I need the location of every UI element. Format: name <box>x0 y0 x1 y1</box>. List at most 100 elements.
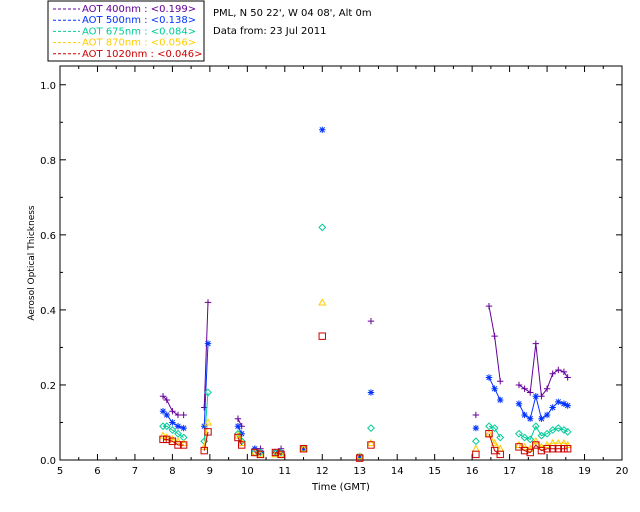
data-point <box>555 398 562 406</box>
data-point <box>472 424 480 432</box>
x-tick-label: 12 <box>316 466 329 477</box>
data-point <box>300 445 307 452</box>
y-tick-label: 0.0 <box>40 456 56 467</box>
data-point <box>560 368 568 376</box>
data-point <box>564 374 571 381</box>
y-tick-label: 0.6 <box>40 231 56 242</box>
data-point <box>560 426 568 434</box>
x-tick-label: 19 <box>578 466 591 477</box>
data-point <box>234 423 242 430</box>
x-tick-label: 16 <box>466 466 479 477</box>
data-point <box>543 411 551 419</box>
data-point <box>204 299 212 306</box>
data-point <box>532 393 540 400</box>
data-point <box>490 446 499 455</box>
x-tick-label: 6 <box>94 466 100 477</box>
data-point <box>367 424 375 433</box>
data-point <box>515 381 523 389</box>
data-point <box>204 340 212 347</box>
data-point <box>526 444 535 452</box>
x-tick-label: 5 <box>57 466 63 477</box>
data-point <box>367 317 375 325</box>
data-point <box>168 437 177 445</box>
y-axis-label: Aerosol Optical Thickness <box>27 205 37 321</box>
legend: AOT 400nm : <0.199>AOT 500nm : <0.138>AO… <box>47 0 205 62</box>
data-point <box>548 445 557 453</box>
data-point <box>543 429 551 438</box>
data-point <box>257 449 264 456</box>
data-point <box>159 408 167 415</box>
data-point <box>174 441 182 449</box>
data-point <box>491 332 498 340</box>
series-4 <box>158 298 572 460</box>
data-point <box>496 433 505 442</box>
data-point <box>515 443 523 451</box>
data-point <box>204 428 212 436</box>
series-line <box>203 302 209 408</box>
data-point <box>563 445 572 453</box>
data-point <box>203 418 213 426</box>
data-point <box>563 427 572 436</box>
data-point <box>537 442 546 450</box>
data-point <box>163 396 170 404</box>
series-3 <box>159 223 572 461</box>
data-point <box>234 433 242 442</box>
data-point <box>318 223 327 232</box>
data-point <box>179 441 188 449</box>
data-point <box>179 438 188 447</box>
data-point <box>318 332 326 340</box>
x-tick-label: 15 <box>428 466 441 477</box>
data-point <box>299 444 308 452</box>
data-point <box>472 450 480 459</box>
series-line <box>488 433 501 455</box>
x-tick-label: 7 <box>132 466 138 477</box>
data-point <box>159 435 167 444</box>
data-point <box>491 385 498 392</box>
data-point <box>564 402 571 409</box>
data-point <box>162 433 171 441</box>
data-point <box>277 450 285 459</box>
x-tick-label: 17 <box>503 466 516 477</box>
data-point <box>204 388 212 397</box>
y-tick-label: 0.2 <box>40 381 56 392</box>
data-point <box>367 441 375 449</box>
data-point <box>234 415 242 422</box>
data-point <box>527 389 534 396</box>
data-point <box>537 446 546 455</box>
data-point <box>526 448 534 457</box>
data-point <box>238 441 246 449</box>
x-tick-label: 9 <box>207 466 213 477</box>
legend-entry: AOT 1020nm : <0.046> <box>82 49 202 60</box>
data-point <box>563 440 572 449</box>
data-point <box>521 411 528 419</box>
data-point <box>520 442 529 450</box>
data-point <box>256 450 265 459</box>
data-point <box>554 424 563 433</box>
date-label: Data from: 23 Jul 2011 <box>213 26 326 37</box>
data-point <box>555 366 562 374</box>
data-point <box>531 437 540 445</box>
data-point <box>234 429 242 438</box>
data-point <box>497 378 504 385</box>
series-line <box>162 395 184 416</box>
data-point <box>514 440 524 449</box>
data-point <box>485 430 493 438</box>
site-label: PML, N 50 22', W 04 08', Alt 0m <box>213 8 372 19</box>
data-point <box>531 422 540 431</box>
data-point <box>162 422 171 431</box>
x-tick-label: 14 <box>391 466 404 477</box>
y-tick-label: 0.4 <box>40 306 56 317</box>
data-point <box>490 424 499 433</box>
x-tick-label: 8 <box>169 466 175 477</box>
data-point <box>168 426 177 434</box>
data-point <box>543 440 552 449</box>
data-point <box>484 429 494 437</box>
series-2 <box>159 126 571 460</box>
data-point <box>520 446 529 455</box>
data-point <box>200 446 208 455</box>
data-point <box>560 400 568 407</box>
data-point <box>538 393 545 400</box>
data-point <box>201 423 208 430</box>
data-point <box>366 438 376 447</box>
